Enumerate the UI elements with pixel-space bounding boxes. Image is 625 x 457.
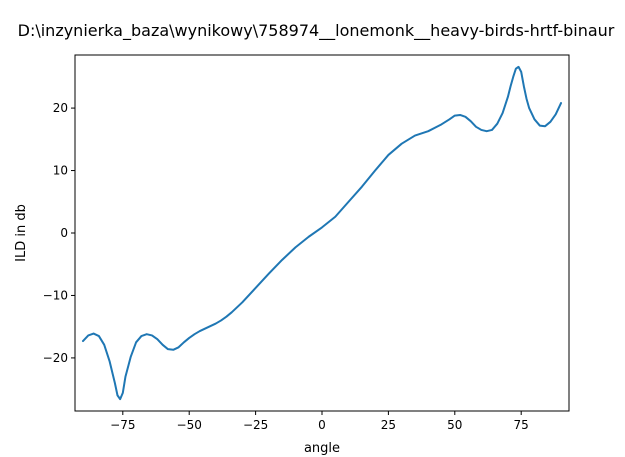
x-tick-label: 25	[381, 418, 396, 432]
x-tick-label: −50	[177, 418, 202, 432]
y-tick-label: −10	[43, 288, 68, 302]
y-tick-label: 0	[60, 226, 68, 240]
x-tick-label: 0	[318, 418, 326, 432]
y-axis-label: ILD in db	[14, 204, 29, 262]
y-tick-label: 20	[53, 101, 68, 115]
x-tick-label: −25	[243, 418, 268, 432]
x-tick-label: −75	[110, 418, 135, 432]
x-axis-label: angle	[304, 441, 340, 456]
y-tick-label: −20	[43, 351, 68, 365]
chart-title: D:\inzynierka_baza\wynikowy\758974__lone…	[18, 21, 615, 41]
x-axis-ticks: −75 −50 −25 0 25 50 75	[110, 411, 529, 432]
x-tick-label: 50	[447, 418, 462, 432]
y-axis-ticks: −20 −10 0 10 20	[43, 101, 75, 365]
plot-area: −75 −50 −25 0 25 50 75 −20 −10 0 10 20	[43, 54, 570, 432]
x-tick-label: 75	[514, 418, 529, 432]
y-tick-label: 10	[53, 164, 68, 178]
axes-frame	[74, 54, 570, 412]
data-line	[81, 65, 563, 401]
